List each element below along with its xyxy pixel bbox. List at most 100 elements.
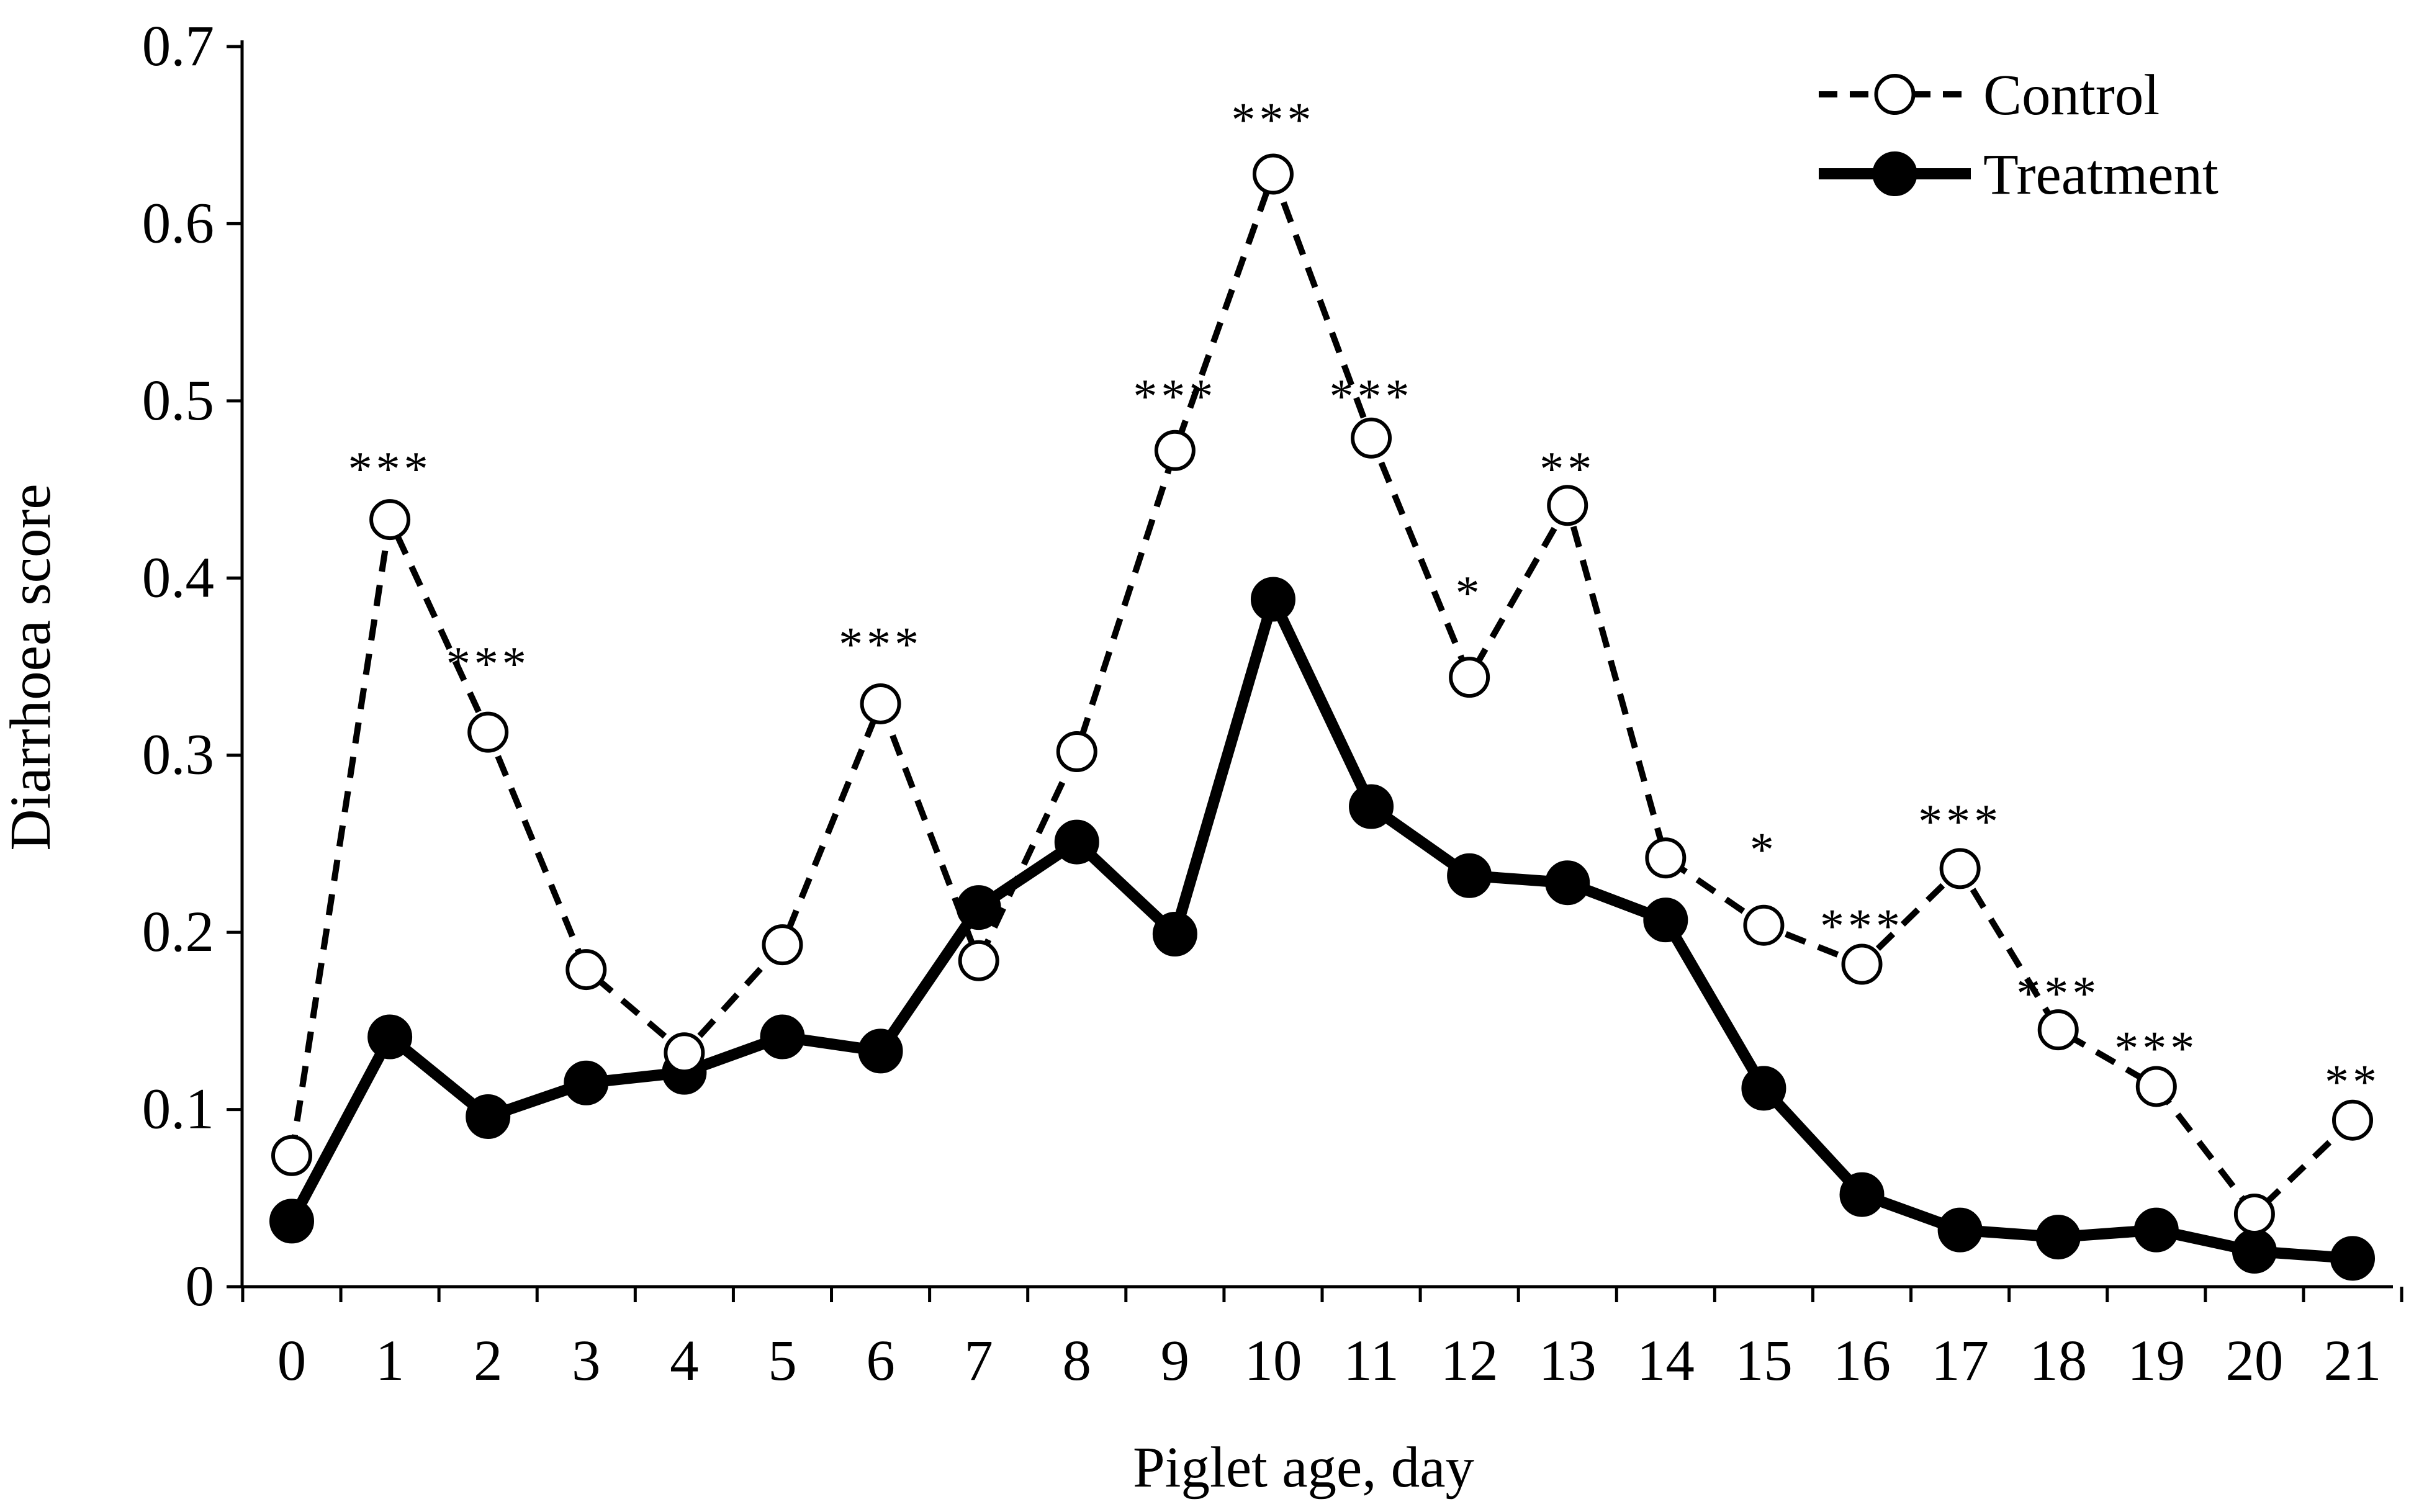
significance-label: ** — [2325, 1055, 2381, 1109]
data-point-control — [762, 924, 803, 966]
legend-swatch-marker — [1872, 151, 1917, 196]
x-tick-label: 17 — [1931, 1329, 1989, 1393]
y-tick-label: 0.2 — [142, 900, 214, 964]
y-tick-label: 0.4 — [142, 546, 214, 610]
x-tick-label: 16 — [1833, 1329, 1891, 1393]
data-point-control — [1056, 731, 1097, 773]
x-tick-label: 15 — [1735, 1329, 1793, 1393]
legend-label: Control — [1983, 63, 2160, 127]
series-control — [271, 153, 2373, 1235]
data-point-treatment — [858, 1028, 903, 1074]
data-point-control — [271, 1135, 312, 1176]
x-tick-label: 11 — [1343, 1329, 1399, 1393]
legend-item-control: Control — [1819, 63, 2160, 127]
data-point-control — [1547, 485, 1588, 526]
x-tick-label: 4 — [670, 1329, 699, 1393]
data-point-control — [958, 940, 999, 981]
significance-label: *** — [2016, 966, 2100, 1020]
series-treatment — [269, 577, 2375, 1281]
data-point-control — [1252, 153, 1294, 195]
significance-label: *** — [1918, 794, 2002, 848]
y-tick-label: 0.1 — [142, 1078, 214, 1141]
significance-label: *** — [839, 617, 922, 671]
x-tick-label: 20 — [2225, 1329, 2283, 1393]
significance-label: * — [1456, 565, 1484, 619]
x-tick-label: 19 — [2127, 1329, 2185, 1393]
significance-label: *** — [1231, 92, 1315, 146]
x-axis: 0 1 2 3 4 5 6 7 8 9 10 11 12 13 14 15 16 17 18 19 20 21 — [241, 1285, 2403, 1393]
legend-label: Treatment — [1983, 143, 2219, 207]
data-point-treatment — [1839, 1172, 1885, 1217]
data-point-treatment — [466, 1094, 511, 1139]
data-point-treatment — [956, 885, 1001, 930]
series-line-treatment — [287, 593, 2353, 1264]
significance-label: *** — [1330, 369, 1413, 423]
data-point-treatment — [2330, 1236, 2375, 1281]
data-point-control — [2135, 1066, 2177, 1107]
x-tick-label: 18 — [2029, 1329, 2087, 1393]
x-axis-title: Piglet age, day — [1133, 1436, 1475, 1500]
data-point-control — [860, 683, 901, 724]
x-tick-label: 2 — [474, 1329, 503, 1393]
y-tick-label: 0 — [186, 1254, 215, 1318]
x-tick-label: 10 — [1244, 1329, 1302, 1393]
data-point-treatment — [1643, 898, 1688, 943]
significance-label: ** — [1539, 441, 1595, 495]
significance-annotations: ****** ****************************** — [348, 92, 2381, 1109]
data-point-treatment — [367, 1014, 413, 1060]
data-point-treatment — [1741, 1066, 1786, 1111]
x-tick-label: 1 — [376, 1329, 405, 1393]
data-point-treatment — [1545, 860, 1590, 906]
data-point-treatment — [1054, 819, 1099, 865]
series-layer — [269, 153, 2375, 1281]
x-tick-label: 7 — [964, 1329, 993, 1393]
x-tick-label: 8 — [1063, 1329, 1092, 1393]
series-line-control — [289, 171, 2355, 1217]
data-point-control — [565, 949, 607, 991]
data-point-treatment — [1250, 577, 1295, 622]
legend-swatch-marker — [1874, 74, 1916, 115]
y-tick-label: 0.6 — [142, 191, 214, 255]
data-point-control — [1645, 837, 1687, 879]
significance-label: *** — [2114, 1021, 2198, 1075]
significance-label: *** — [1820, 899, 1904, 953]
data-point-control — [1743, 904, 1785, 946]
data-point-control — [1154, 430, 1196, 471]
y-tick-label: 0.7 — [142, 14, 214, 78]
data-point-control — [1841, 943, 1883, 985]
data-point-control — [2037, 1009, 2079, 1051]
data-point-control — [1351, 417, 1392, 459]
data-point-control — [1449, 657, 1490, 698]
data-point-treatment — [564, 1060, 609, 1105]
data-point-treatment — [1152, 911, 1197, 956]
legend-item-treatment: Treatment — [1819, 143, 2219, 207]
x-tick-label: 14 — [1637, 1329, 1695, 1393]
x-tick-label: 13 — [1539, 1329, 1597, 1393]
legend: Control Treatment — [1819, 63, 2219, 207]
significance-label: *** — [446, 636, 530, 690]
y-tick-label: 0.3 — [142, 723, 214, 787]
data-point-control — [664, 1032, 705, 1074]
significance-label: * — [1750, 822, 1778, 876]
x-tick-label: 21 — [2324, 1329, 2382, 1393]
data-point-treatment — [269, 1199, 314, 1244]
data-point-treatment — [1937, 1207, 1983, 1253]
x-tick-label: 6 — [866, 1329, 895, 1393]
data-point-treatment — [2232, 1228, 2277, 1274]
data-point-control — [1939, 848, 1981, 889]
x-tick-label: 3 — [572, 1329, 601, 1393]
data-point-control — [369, 499, 411, 541]
x-tick-label: 5 — [768, 1329, 797, 1393]
data-point-treatment — [2133, 1207, 2179, 1253]
data-point-treatment — [1349, 784, 1394, 829]
y-axis-title: Diarrhoea score — [0, 484, 63, 850]
x-tick-label: 9 — [1161, 1329, 1190, 1393]
significance-label: *** — [348, 441, 432, 495]
y-tick-label: 0.5 — [142, 369, 214, 433]
data-point-treatment — [760, 1014, 805, 1060]
x-tick-label: 12 — [1441, 1329, 1498, 1393]
data-point-treatment — [2035, 1215, 2081, 1260]
data-point-control — [2233, 1193, 2275, 1235]
data-point-treatment — [1447, 853, 1492, 898]
data-point-control — [467, 711, 509, 753]
